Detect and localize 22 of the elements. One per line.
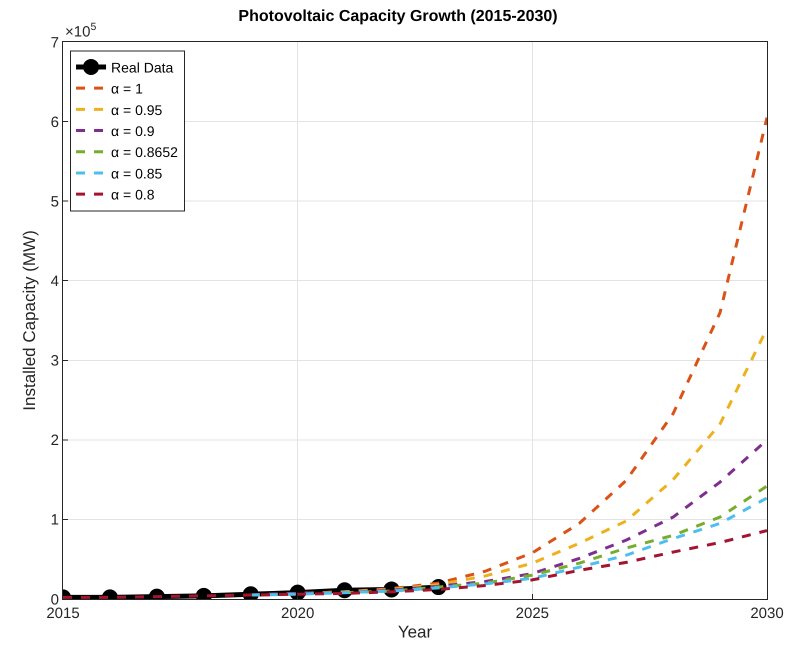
y-tick-label: 6 (50, 114, 59, 131)
y-tick-label: 1 (50, 512, 59, 529)
y-tick-label: 7 (50, 34, 59, 52)
legend-label: α = 1 (111, 80, 144, 97)
legend-label: α = 0.85 (111, 165, 163, 182)
chart-title: Photovoltaic Capacity Growth (2015-2030) (238, 8, 558, 26)
y-tick-label: 4 (50, 272, 59, 290)
y-tick-label: 2 (50, 432, 59, 450)
line-series (63, 529, 767, 599)
legend-label: α = 0.95 (111, 102, 163, 118)
legend-label: α = 0.8 (111, 186, 155, 203)
text: ×10$^{5}$ (65, 21, 96, 40)
x-tick-label: 2020 (280, 605, 314, 622)
y-tick-label: 3 (50, 352, 59, 370)
x-tick-label: 2025 (516, 605, 550, 622)
legend-label: Real Data (111, 59, 174, 76)
x-tick-label: 2030 (750, 605, 784, 622)
y-axis-title: Installed Capacity (MW) (20, 230, 40, 411)
legend-label: α = 0.8652 (111, 144, 178, 160)
y-tick-label: 5 (50, 193, 59, 210)
x-axis-title: Year (398, 622, 433, 642)
legend-label: α = 0.9 (111, 123, 155, 140)
